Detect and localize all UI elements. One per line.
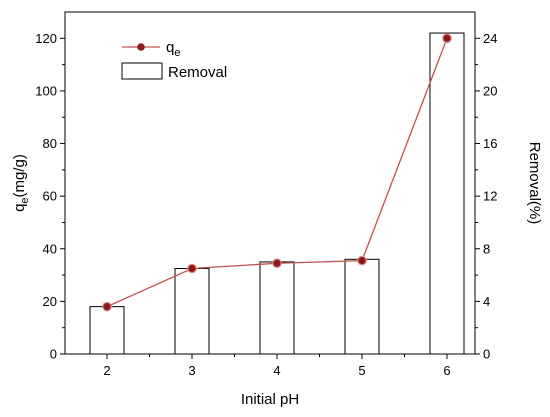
right-y-tick-label: 20 — [483, 83, 497, 98]
bar-removal — [259, 261, 295, 355]
x-tick-label: 4 — [273, 363, 280, 378]
right-y-axis-title: Removal(%) — [526, 142, 543, 225]
left-y-tick-label: 120 — [35, 31, 57, 46]
left-y-axis-title: qe(mg/g) — [11, 154, 31, 212]
left-y-axis-title-unit: (mg/g) — [11, 154, 28, 197]
right-y-tick-label: 8 — [483, 241, 490, 256]
x-axis: 2 3 4 5 6 — [103, 354, 451, 378]
left-y-tick-label: 0 — [50, 347, 57, 362]
x-axis-title: Initial pH — [241, 391, 299, 408]
left-y-axis-title-main: q — [11, 204, 28, 212]
legend-qe-label-sub: e — [174, 47, 180, 59]
left-y-tick-label: 20 — [43, 294, 57, 309]
right-y-tick-label: 24 — [483, 31, 497, 46]
right-y-tick-label: 4 — [483, 294, 490, 309]
bar-series-removal — [89, 32, 465, 355]
legend-removal-swatch — [121, 62, 163, 80]
legend-qe-label-main: q — [166, 39, 174, 56]
legend-removal-label: Removal — [168, 64, 227, 81]
left-y-tick-label: 80 — [43, 136, 57, 151]
left-y-tick-label: 100 — [35, 83, 57, 98]
right-y-tick-label: 12 — [483, 189, 497, 204]
left-y-axis: 0 20 40 60 80 100 120 — [35, 31, 65, 362]
x-tick-label: 5 — [358, 363, 365, 378]
bar-removal — [89, 306, 125, 355]
qe-point — [442, 33, 452, 44]
right-y-axis: 0 4 8 12 16 20 24 — [475, 31, 497, 362]
bar-removal — [429, 32, 465, 355]
plot-frame — [64, 11, 476, 355]
line-series-qe — [102, 33, 452, 312]
left-y-tick-label: 60 — [43, 189, 57, 204]
qe-point — [187, 263, 197, 274]
left-y-axis-title-sub: e — [19, 197, 31, 203]
bar-removal — [174, 268, 210, 355]
x-tick-label: 2 — [103, 363, 110, 378]
right-y-tick-label: 16 — [483, 136, 497, 151]
x-tick-label: 6 — [443, 363, 450, 378]
legend-qe-label: qe — [166, 39, 180, 59]
left-y-tick-label: 40 — [43, 241, 57, 256]
legend: qe Removal — [121, 39, 227, 81]
qe-point — [357, 255, 367, 266]
legend-qe-marker — [137, 43, 145, 51]
qe-point — [102, 301, 112, 312]
bar-removal — [344, 258, 380, 355]
x-tick-label: 3 — [188, 363, 195, 378]
qe-point — [272, 258, 282, 269]
right-y-tick-label: 0 — [483, 347, 490, 362]
